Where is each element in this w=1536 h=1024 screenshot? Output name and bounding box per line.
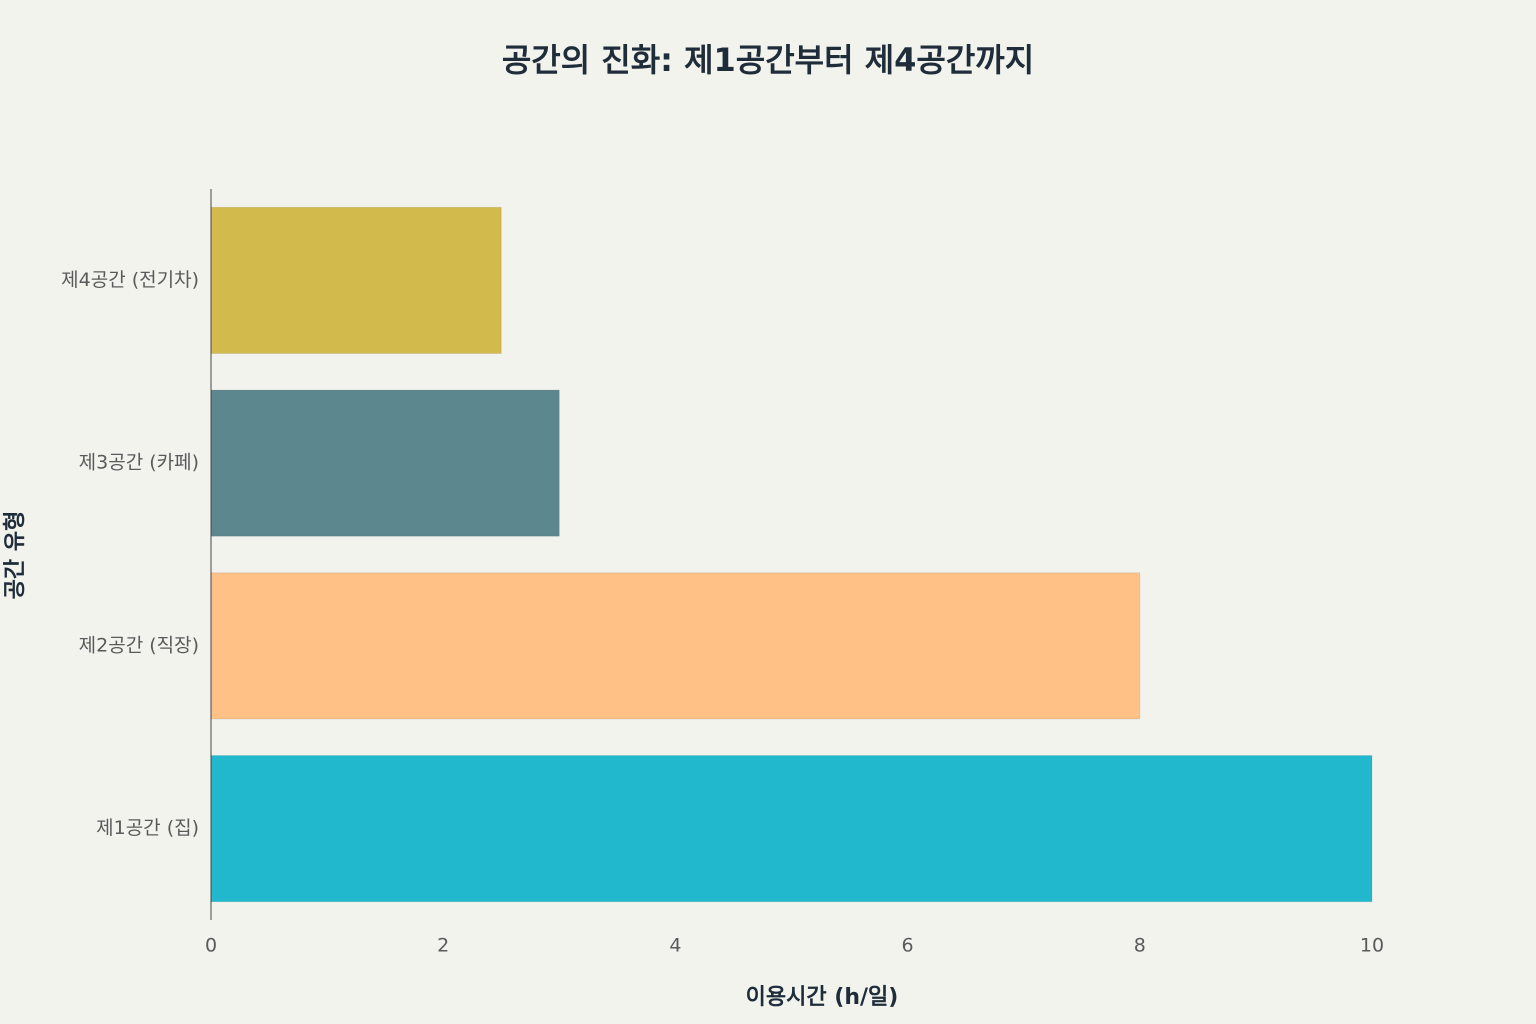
- x-tick-label: 0: [205, 935, 217, 957]
- y-tick-label: 제4공간 (전기차): [61, 269, 199, 291]
- chart-title: 공간의 진화: 제1공간부터 제4공간까지: [502, 41, 1034, 79]
- y-tick-label: 제2공간 (직장): [79, 634, 199, 656]
- x-tick-label: 6: [902, 935, 914, 957]
- x-axis-label: 이용시간 (h/일): [746, 985, 899, 1010]
- x-tick-label: 2: [437, 935, 449, 957]
- y-axis-label: 공간 유형: [3, 511, 28, 600]
- bar: [210, 206, 502, 354]
- x-tick-label: 10: [1360, 935, 1384, 957]
- bar: [210, 755, 1373, 903]
- x-tick-label: 8: [1134, 935, 1146, 957]
- bar: [210, 572, 1141, 720]
- y-tick-label: 제3공간 (카페): [79, 452, 199, 474]
- x-tick-label: 4: [669, 935, 681, 957]
- y-tick-label: 제1공간 (집): [96, 817, 199, 839]
- bar: [210, 389, 560, 537]
